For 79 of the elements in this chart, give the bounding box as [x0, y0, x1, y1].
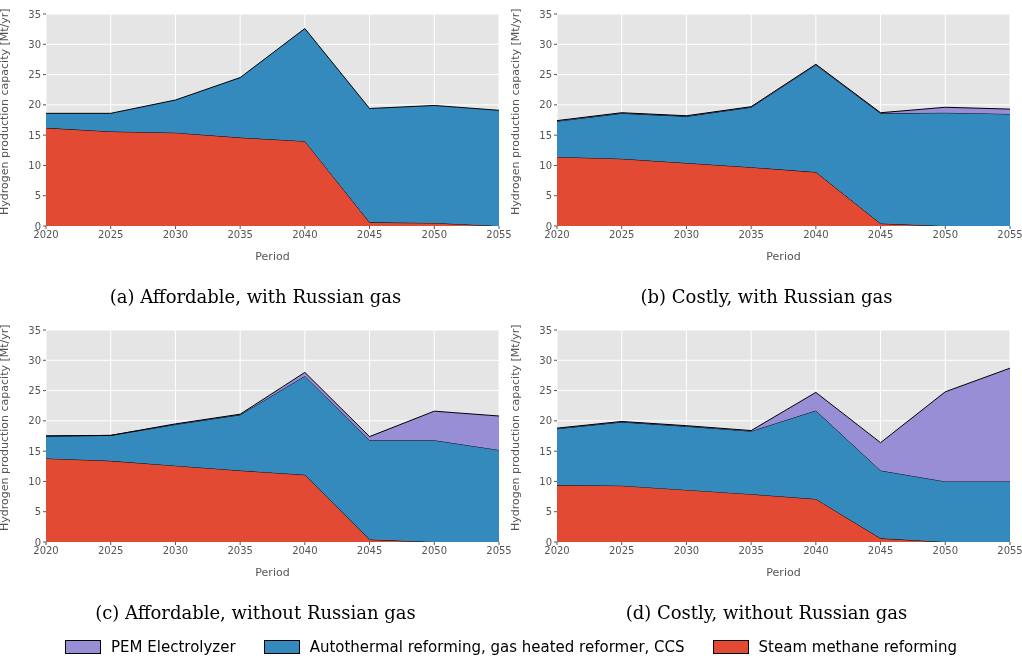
x-tick-label: 2030	[673, 545, 700, 557]
y-tick-label: 30	[539, 354, 552, 366]
y-tick-label: 5	[545, 506, 552, 518]
x-tick-label: 2035	[227, 545, 253, 557]
x-tick-label: 2025	[608, 545, 635, 557]
y-tick-label: 30	[28, 38, 41, 50]
y-tick-label: 15	[28, 445, 41, 457]
x-axis-title: Period	[766, 250, 801, 263]
text: (a) Affordable, with Russian gas	[108, 286, 403, 307]
x-tick-label: 2045	[867, 229, 894, 241]
y-tick-label: 35	[539, 8, 552, 20]
legend-label: Autothermal reforming, gas heated reformer, CCS	[309, 638, 685, 656]
x-tick-label: 2050	[932, 545, 959, 557]
y-tick-label: 25	[539, 69, 552, 81]
x-tick-label: 2050	[932, 229, 959, 241]
y-tick-label: 35	[28, 8, 41, 20]
x-tick-label: 2020	[544, 229, 570, 241]
x-tick-label: 2035	[738, 229, 764, 241]
y-tick-label: 35	[28, 324, 41, 336]
y-tick-label: 15	[539, 129, 552, 141]
y-tick-label: 10	[28, 475, 41, 487]
y-tick-label: 0	[34, 220, 41, 232]
y-tick-label: 20	[539, 415, 552, 427]
x-tick-label: 2030	[162, 545, 189, 557]
y-tick-label: 0	[545, 536, 552, 548]
x-axis-title: Period	[255, 566, 290, 579]
x-tick-label: 2030	[673, 229, 700, 241]
text: (b) Costly, with Russian gas	[639, 286, 894, 307]
y-tick-label: 30	[539, 38, 552, 50]
x-tick-label: 2025	[97, 545, 124, 557]
y-tick-label: 25	[28, 69, 41, 81]
y-tick-label: 5	[34, 506, 41, 518]
x-tick-label: 2030	[162, 229, 189, 241]
x-tick-label: 2055	[486, 229, 512, 241]
x-tick-label: 2050	[421, 545, 448, 557]
y-tick-label: 25	[28, 385, 41, 397]
x-tick-label: 2025	[97, 229, 124, 241]
x-axis-title: Period	[766, 566, 801, 579]
x-tick-label: 2020	[33, 545, 59, 557]
y-tick-label: 0	[34, 536, 41, 548]
text: (c) Affordable, without Russian gas	[94, 602, 417, 623]
y-tick-label: 20	[28, 99, 41, 111]
x-tick-label: 2040	[803, 545, 829, 557]
y-tick-label: 10	[539, 159, 552, 171]
x-tick-label: 2055	[486, 545, 512, 557]
x-tick-label: 2035	[227, 229, 253, 241]
y-tick-label: 25	[539, 385, 552, 397]
y-tick-label: 10	[28, 159, 41, 171]
y-tick-label: 35	[539, 324, 552, 336]
x-tick-label: 2035	[738, 545, 764, 557]
legend-label: Steam methane reforming	[758, 638, 957, 656]
x-tick-label: 2045	[867, 545, 894, 557]
y-tick-label: 15	[28, 129, 41, 141]
y-tick-label: 5	[545, 190, 552, 202]
x-tick-label: 2050	[421, 229, 448, 241]
y-tick-label: 15	[539, 445, 552, 457]
x-tick-label: 2040	[803, 229, 829, 241]
y-axis-title: Hydrogen production capacity [Mt/yr]	[508, 8, 522, 215]
text: (d) Costly, without Russian gas	[624, 602, 909, 623]
legend-label: PEM Electrolyzer	[111, 638, 236, 656]
y-axis-title: Hydrogen production capacity [Mt/yr]	[0, 8, 11, 215]
x-tick-label: 2020	[33, 229, 59, 241]
x-tick-label: 2045	[356, 229, 383, 241]
x-tick-label: 2025	[608, 229, 635, 241]
y-axis-title: Hydrogen production capacity [Mt/yr]	[0, 324, 11, 531]
x-tick-label: 2045	[356, 545, 383, 557]
x-tick-label: 2040	[292, 229, 318, 241]
x-tick-label: 2020	[544, 545, 570, 557]
x-tick-label: 2055	[997, 229, 1022, 241]
y-tick-label: 30	[28, 354, 41, 366]
x-tick-label: 2040	[292, 545, 318, 557]
y-tick-label: 10	[539, 475, 552, 487]
x-axis-title: Period	[255, 250, 290, 263]
y-axis-title: Hydrogen production capacity [Mt/yr]	[508, 324, 522, 531]
x-tick-label: 2055	[997, 545, 1022, 557]
y-tick-label: 0	[545, 220, 552, 232]
y-tick-label: 20	[539, 99, 552, 111]
y-tick-label: 5	[34, 190, 41, 202]
y-tick-label: 20	[28, 415, 41, 427]
